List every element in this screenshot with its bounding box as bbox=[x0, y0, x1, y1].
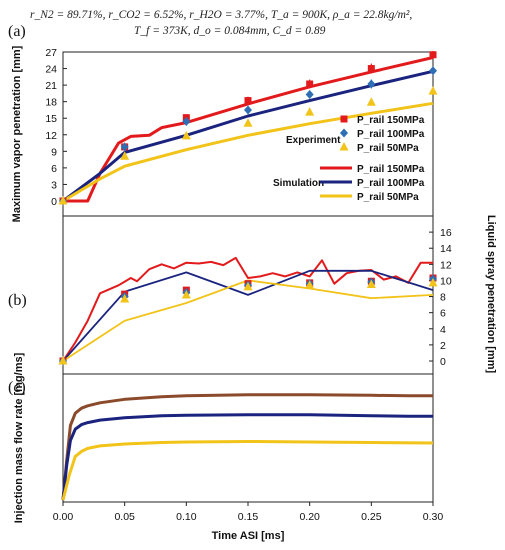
panel-c-x-tick-label: 0.30 bbox=[423, 511, 444, 523]
panel-b-chart: (b) Liquid spray penetration [mm] 0 2 4 6 8 1… bbox=[8, 215, 497, 375]
legend-exp-marker-1 bbox=[340, 128, 348, 138]
panel-b-exp-point bbox=[305, 280, 315, 289]
panel-a-exp-point bbox=[429, 66, 437, 76]
panel-b-label: (b) bbox=[8, 292, 27, 309]
panel-b-sim-line-2 bbox=[62, 279, 434, 362]
panel-a-y-tick-label: 15 bbox=[45, 113, 57, 125]
panel-c-x-tick-label: 0.25 bbox=[361, 511, 382, 523]
panel-c-ylabel: Injection mass flow rate [mg/ms] bbox=[13, 352, 25, 523]
legend-exp-label-1: P_rail 100MPa bbox=[357, 129, 425, 140]
conditions-line-1: r_N2 = 89.71%, r_CO2 = 6.52%, r_H2O = 3.… bbox=[30, 9, 412, 21]
panel-c-series-lines bbox=[61, 393, 434, 501]
legend-experiment-title: Experiment bbox=[286, 135, 341, 146]
panel-a-exp-point bbox=[306, 80, 314, 88]
panel-a-exp-point bbox=[244, 105, 252, 115]
panel-a-chart: (a) Maximum vapor penetration [mm] 0 3 6 9 1… bbox=[8, 23, 438, 222]
panel-b-y-tick-label: 8 bbox=[440, 292, 446, 304]
panel-a-legend: Experiment Simulation P_rail 150MPa P_rai… bbox=[273, 115, 425, 203]
panel-a-exp-point bbox=[181, 130, 191, 140]
panel-b-simulation-lines bbox=[62, 256, 434, 362]
panel-c-x-ticks: 0.00 0.05 0.10 0.15 0.20 0.25 0.30 bbox=[53, 502, 444, 523]
panel-a-y-tick-label: 18 bbox=[45, 97, 57, 109]
legend-exp-marker-2 bbox=[339, 142, 349, 151]
panel-c-chart: (c) Injection mass flow rate [mg/ms] 0.0… bbox=[8, 352, 443, 542]
legend-exp-marker-0 bbox=[340, 115, 348, 123]
panel-a-experiment-markers bbox=[58, 50, 438, 206]
panel-a-y-tick-label: 9 bbox=[51, 146, 57, 158]
panel-c-label: (c) bbox=[8, 379, 26, 396]
panel-a-sim-line-1 bbox=[62, 69, 434, 203]
panel-b-y-tick-label: 0 bbox=[440, 356, 446, 368]
panel-a-y-tick-label: 12 bbox=[45, 130, 57, 142]
panel-a-exp-point bbox=[367, 65, 375, 73]
legend-exp-label-0: P_rail 150MPa bbox=[357, 115, 425, 126]
panel-b-y-tick-label: 2 bbox=[440, 340, 446, 352]
panel-b-ylabel: Liquid spray penetration [mm] bbox=[485, 215, 497, 374]
panel-a-exp-point bbox=[244, 97, 252, 105]
panel-c-frame bbox=[62, 373, 434, 503]
panel-a-exp-point bbox=[120, 142, 129, 152]
legend-simulation-title: Simulation bbox=[273, 178, 324, 189]
panel-b-y-tick-label: 16 bbox=[440, 227, 452, 239]
panel-a-y-tick-label: 21 bbox=[45, 80, 57, 92]
panel-c-x-tick-label: 0.10 bbox=[176, 511, 197, 523]
panel-c-x-tick-label: 0.20 bbox=[299, 511, 320, 523]
panel-a-simulation-lines bbox=[62, 56, 434, 203]
panel-b-exp-point bbox=[120, 293, 130, 303]
legend-sim-label-1: P_rail 100MPa bbox=[357, 178, 425, 189]
panel-c-xlabel: Time ASI [ms] bbox=[212, 530, 285, 542]
panel-b-exp-point bbox=[243, 281, 253, 291]
panel-b-y-tick-label: 6 bbox=[440, 308, 446, 320]
legend-sim-label-0: P_rail 150MPa bbox=[357, 164, 425, 175]
panel-c-x-tick-label: 0.05 bbox=[114, 511, 135, 523]
panel-a-sim-line-2 bbox=[62, 101, 434, 203]
panel-a-exp-point bbox=[305, 89, 314, 99]
panel-a-y-tick-label: 27 bbox=[45, 47, 57, 59]
panel-a-label: (a) bbox=[8, 23, 26, 40]
panel-b-y-ticks: 0 2 4 6 8 10 12 14 16 bbox=[429, 227, 452, 368]
panel-b-y-tick-label: 14 bbox=[440, 243, 452, 255]
panel-c-x-tick-label: 0.00 bbox=[53, 511, 74, 523]
panel-a-exp-point bbox=[366, 97, 376, 106]
conditions-line-2: T_f = 373K, d_o = 0.084mm, C_d = 0.89 bbox=[134, 25, 326, 37]
panel-b-experiment-markers bbox=[58, 274, 438, 366]
panel-a-exp-point bbox=[367, 79, 376, 89]
panel-b-y-tick-label: 4 bbox=[440, 324, 446, 336]
panel-a-exp-point bbox=[428, 86, 438, 95]
panel-a-sim-line-0 bbox=[63, 56, 434, 203]
panel-b-y-tick-label: 12 bbox=[440, 259, 452, 271]
panel-a-y-tick-label: 3 bbox=[51, 179, 57, 191]
panel-c-series-line-2 bbox=[61, 440, 434, 501]
panel-a-exp-point bbox=[58, 196, 68, 205]
panel-a-y-tick-label: 0 bbox=[51, 196, 57, 208]
panel-b-exp-point bbox=[58, 356, 68, 365]
panel-b-exp-point bbox=[428, 277, 438, 287]
panel-a-ylabel: Maximum vapor penetration [mm] bbox=[11, 45, 23, 222]
panel-c-x-tick-label: 0.15 bbox=[238, 511, 259, 523]
panel-a-y-tick-label: 6 bbox=[51, 163, 57, 175]
legend-exp-label-2: P_rail 50MPa bbox=[357, 143, 419, 154]
panel-a-exp-point bbox=[429, 51, 437, 59]
conditions-text: r_N2 = 89.71%, r_CO2 = 6.52%, r_H2O = 3.… bbox=[30, 9, 412, 37]
panel-a-y-tick-label: 24 bbox=[45, 64, 57, 76]
legend-sim-label-2: P_rail 50MPa bbox=[357, 192, 419, 203]
panel-b-exp-point bbox=[366, 279, 376, 288]
panel-a-exp-point bbox=[182, 117, 191, 127]
panel-c-series-line-0 bbox=[61, 393, 433, 501]
panel-b-exp-point bbox=[181, 289, 191, 299]
panel-a-exp-point bbox=[120, 151, 130, 160]
panel-c-series-line-1 bbox=[61, 413, 433, 501]
panel-b-y-tick-label: 10 bbox=[440, 275, 452, 287]
panel-a-exp-point bbox=[243, 118, 253, 127]
panel-a-exp-point bbox=[305, 107, 315, 116]
panel-a-y-ticks: 0 3 6 9 12 15 18 21 24 27 bbox=[45, 47, 67, 208]
